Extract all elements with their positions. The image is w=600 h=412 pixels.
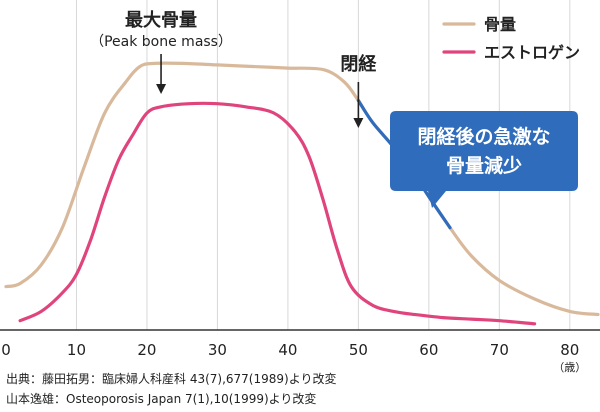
source-line-1: 出典：藤田拓男：臨床婦人科産科 43(7),677(1989)より改変 xyxy=(6,372,337,386)
source-line-2: 山本逸雄：Osteoporosis Japan 7(1),10(1999)より改… xyxy=(6,392,317,406)
peak-subtitle: （Peak bone mass） xyxy=(90,34,232,50)
peak-arrow-head xyxy=(156,84,167,94)
callout-box xyxy=(390,111,578,208)
x-tick-label-70: 70 xyxy=(490,341,509,359)
x-tick-label-60: 60 xyxy=(419,341,438,359)
x-tick-label-40: 40 xyxy=(278,341,297,359)
series-line-1 xyxy=(18,101,537,326)
series-line-0 xyxy=(4,61,600,317)
menopause-arrow-head xyxy=(353,118,364,128)
x-tick-label-30: 30 xyxy=(208,341,227,359)
x-tick-label-20: 20 xyxy=(137,341,156,359)
callout-text-line-2: 骨量減少 xyxy=(446,154,522,177)
legend-label-1: エストロゲン xyxy=(484,43,580,62)
x-axis-unit-label: （歳） xyxy=(553,361,586,374)
axis-layer: 0 10 20 30 40 50 60 70 80 （歳） xyxy=(0,329,600,374)
x-tick-label-50: 50 xyxy=(349,341,368,359)
x-tick-label-10: 10 xyxy=(67,341,86,359)
x-tick-label-0: 0 xyxy=(1,341,11,359)
legend-label-0: 骨量 xyxy=(484,15,516,34)
callout-text-line-1: 閉経後の急激な xyxy=(417,125,550,148)
x-tick-label-80: 80 xyxy=(560,341,579,359)
series-layer xyxy=(4,61,600,326)
menopause-label: 閉経 xyxy=(340,53,377,75)
peak-title: 最大骨量 xyxy=(125,9,197,31)
